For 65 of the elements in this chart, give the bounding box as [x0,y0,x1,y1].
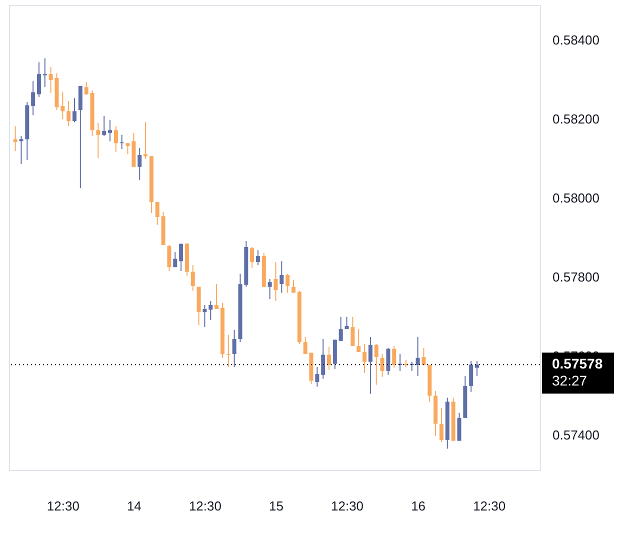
candlestick [416,336,420,377]
x-tick-label: 12:30 [188,498,222,514]
candlestick [13,126,18,152]
candlestick [350,316,355,347]
x-tick-label: 15 [269,498,284,514]
x-tick-label: 12:30 [331,498,364,514]
x-tick-label: 12:30 [473,498,506,514]
candlestick [138,147,142,180]
candlestick [208,300,213,320]
candlestick [167,244,172,272]
candlestick [344,316,349,330]
x-tick-label: 12:30 [46,498,80,514]
candlestick [102,115,106,137]
candlestick [256,250,260,266]
y-tick-label: 0.58000 [552,190,600,206]
candlestick [274,261,278,302]
candlestick [303,336,308,354]
candlestick [114,126,118,152]
y-tick-label: 0.57400 [552,427,600,442]
candlestick [36,62,41,98]
candlestick [439,408,444,442]
candlestick [315,366,320,388]
candlestick [214,284,219,310]
candlestick [72,98,76,123]
candlestick [286,273,290,294]
candlestick [96,122,100,159]
candlestick [173,252,178,268]
candlestick [469,360,474,392]
y-tick-label: 0.58200 [552,112,600,127]
candlestick [362,344,367,374]
x-tick-label: 14 [126,498,142,514]
candlestick [84,81,88,96]
candlestick [31,80,36,116]
candlestick [60,92,65,120]
candlestick [280,260,284,294]
candlestick [327,346,332,370]
candlestick [338,316,343,342]
y-tick-label: 0.58400 [552,32,600,48]
candlestick [155,201,160,226]
candlestick [356,328,361,352]
ref-line-label: 0.57578 [552,356,603,372]
candlestick [179,243,184,272]
candlestick [368,336,372,394]
candlestick [144,122,148,160]
candlestick [374,344,378,386]
candlestick [19,136,24,165]
candlestick [457,412,462,442]
candlestick [268,278,272,300]
candlestick [292,280,296,294]
candlestick [190,264,195,292]
candlestick [422,348,426,366]
candlestick [66,100,71,127]
candlestick [386,348,390,376]
candlestick [202,304,207,328]
candlestick [250,246,254,268]
candlestick [474,360,479,377]
y-tick-label: 0.57800 [552,269,600,284]
candlestick [321,338,326,380]
candlestick [392,346,396,368]
text: 32:27 [552,372,588,389]
x-tick-label: 16 [411,498,426,514]
candlestick [42,58,47,88]
candlestick [380,353,384,378]
candlestick [232,329,236,368]
candlestick [108,119,112,142]
